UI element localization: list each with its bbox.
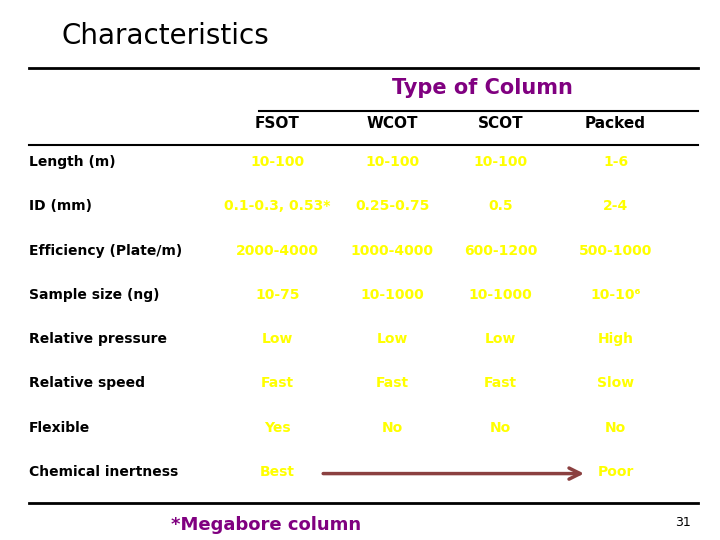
- Text: Low: Low: [485, 332, 516, 346]
- Text: Relative speed: Relative speed: [29, 376, 145, 390]
- Text: 500-1000: 500-1000: [579, 244, 652, 258]
- Text: 600-1200: 600-1200: [464, 244, 537, 258]
- Text: Low: Low: [261, 332, 293, 346]
- Text: No: No: [490, 421, 511, 435]
- Text: 10-100: 10-100: [473, 155, 528, 169]
- Text: SCOT: SCOT: [477, 116, 523, 131]
- Text: Packed: Packed: [585, 116, 646, 131]
- Text: Characteristics: Characteristics: [61, 22, 269, 50]
- Text: Type of Column: Type of Column: [392, 78, 573, 98]
- Text: 31: 31: [675, 516, 691, 529]
- Text: Efficiency (Plate/m): Efficiency (Plate/m): [29, 244, 182, 258]
- Text: 10-100: 10-100: [250, 155, 305, 169]
- Text: No: No: [605, 421, 626, 435]
- Text: 2000-4000: 2000-4000: [235, 244, 319, 258]
- Text: Relative pressure: Relative pressure: [29, 332, 167, 346]
- Text: Best: Best: [260, 465, 294, 479]
- Text: Length (m): Length (m): [29, 155, 115, 169]
- Text: Fast: Fast: [261, 376, 294, 390]
- Text: 10-1000: 10-1000: [469, 288, 532, 302]
- Text: 1000-4000: 1000-4000: [351, 244, 434, 258]
- Text: Flexible: Flexible: [29, 421, 90, 435]
- Text: FSOT: FSOT: [255, 116, 300, 131]
- Text: ID (mm): ID (mm): [29, 199, 92, 213]
- Text: 10-75: 10-75: [255, 288, 300, 302]
- Text: 0.5: 0.5: [488, 199, 513, 213]
- Text: Fast: Fast: [376, 376, 409, 390]
- Text: Low: Low: [377, 332, 408, 346]
- Text: 10-1000: 10-1000: [361, 288, 424, 302]
- Text: No: No: [382, 421, 403, 435]
- Text: 10-100: 10-100: [365, 155, 420, 169]
- Text: *Megabore column: *Megabore column: [171, 516, 361, 534]
- Text: 10-10⁶: 10-10⁶: [590, 288, 641, 302]
- Text: High: High: [598, 332, 634, 346]
- Text: Chemical inertness: Chemical inertness: [29, 465, 178, 479]
- Text: 1-6: 1-6: [603, 155, 628, 169]
- Text: Poor: Poor: [598, 465, 634, 479]
- Text: Fast: Fast: [484, 376, 517, 390]
- Text: Yes: Yes: [264, 421, 290, 435]
- Text: Sample size (ng): Sample size (ng): [29, 288, 159, 302]
- Text: 0.1-0.3, 0.53*: 0.1-0.3, 0.53*: [224, 199, 330, 213]
- Text: WCOT: WCOT: [366, 116, 418, 131]
- Text: 2-4: 2-4: [603, 199, 629, 213]
- Text: 0.25-0.75: 0.25-0.75: [355, 199, 430, 213]
- Text: Slow: Slow: [597, 376, 634, 390]
